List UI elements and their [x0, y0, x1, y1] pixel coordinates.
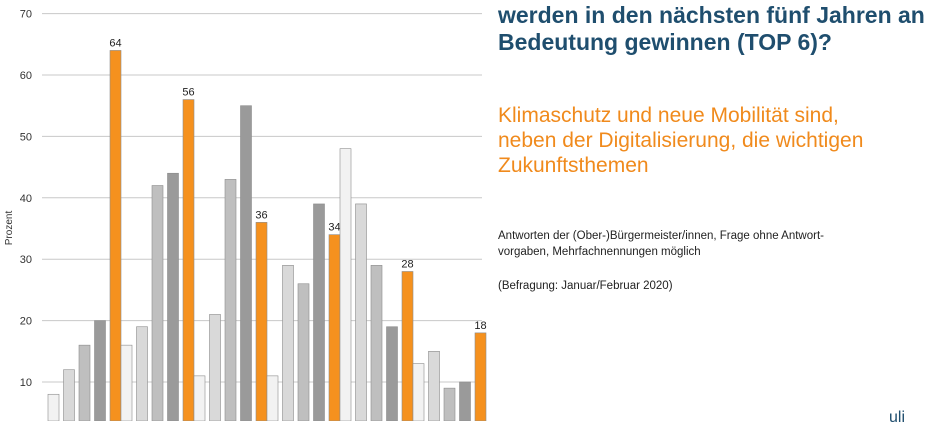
bar	[282, 265, 294, 421]
bar	[297, 283, 310, 421]
data-label: 28	[401, 258, 413, 270]
bar	[240, 105, 252, 421]
logo-fragment: uli	[888, 409, 905, 426]
y-tick-label: 10	[20, 377, 32, 389]
bar	[355, 203, 367, 421]
bar	[401, 271, 414, 421]
bar	[109, 50, 122, 421]
bar	[47, 393, 60, 421]
y-tick-label: 20	[20, 316, 32, 328]
bar	[266, 375, 279, 421]
y-tick-label: 40	[20, 193, 32, 205]
data-label: 64	[109, 37, 121, 49]
y-tick-label: 50	[20, 131, 32, 143]
bar	[428, 350, 440, 421]
question-line-1: werden in den nächsten fünf Jahren an	[498, 2, 925, 28]
note-line-2: vorgaben, Mehrfachnennungen möglich	[498, 246, 701, 258]
bar	[151, 185, 164, 421]
data-label: 18	[474, 320, 486, 332]
survey-date: (Befragung: Januar/Februar 2020)	[498, 280, 673, 292]
bar	[209, 314, 221, 421]
bar	[386, 326, 398, 421]
headline-line-1: Klimaschutz und neue Mobilität sind,	[498, 104, 839, 127]
bar	[94, 320, 106, 421]
data-label: 34	[328, 222, 340, 234]
bar	[328, 234, 341, 421]
bar	[443, 387, 456, 421]
bar	[167, 172, 179, 421]
bar	[136, 326, 148, 421]
text-panel: werden in den nächsten fünf Jahren an Be…	[498, 0, 938, 292]
bar	[120, 344, 133, 421]
bar	[63, 369, 75, 421]
bar	[182, 99, 195, 421]
y-axis-title: Prozent	[4, 211, 15, 246]
bar	[193, 375, 206, 421]
y-tick-label: 30	[20, 254, 32, 266]
bar	[224, 179, 237, 421]
question-line-2: Bedeutung gewinnen (TOP 6)?	[498, 29, 832, 55]
bar	[339, 148, 352, 421]
headline-line-3: Zukunftsthemen	[498, 154, 649, 177]
bar	[412, 363, 425, 421]
answer-note: Antworten der (Ober-)Bürgermeister/innen…	[498, 228, 824, 260]
bar	[474, 332, 487, 421]
y-tick-label: 60	[20, 70, 32, 82]
bar	[370, 265, 383, 421]
bar	[78, 344, 91, 421]
note-line-1: Antworten der (Ober-)Bürgermeister/innen…	[498, 230, 824, 242]
bar	[255, 222, 268, 421]
bar	[313, 203, 325, 421]
bar-chart: 10 20 30 40 50 60 70 Prozent 64 56 36 34 28 18	[4, 9, 487, 421]
headline: Klimaschutz und neue Mobilität sind, neb…	[498, 103, 863, 178]
question-heading: werden in den nächsten fünf Jahren an Be…	[498, 2, 938, 56]
data-label: 56	[182, 87, 194, 99]
bar	[459, 381, 471, 421]
data-label: 36	[255, 209, 267, 221]
y-tick-label: 70	[20, 9, 32, 21]
headline-line-2: neben der Digitalisierung, die wichtigen	[498, 129, 864, 152]
